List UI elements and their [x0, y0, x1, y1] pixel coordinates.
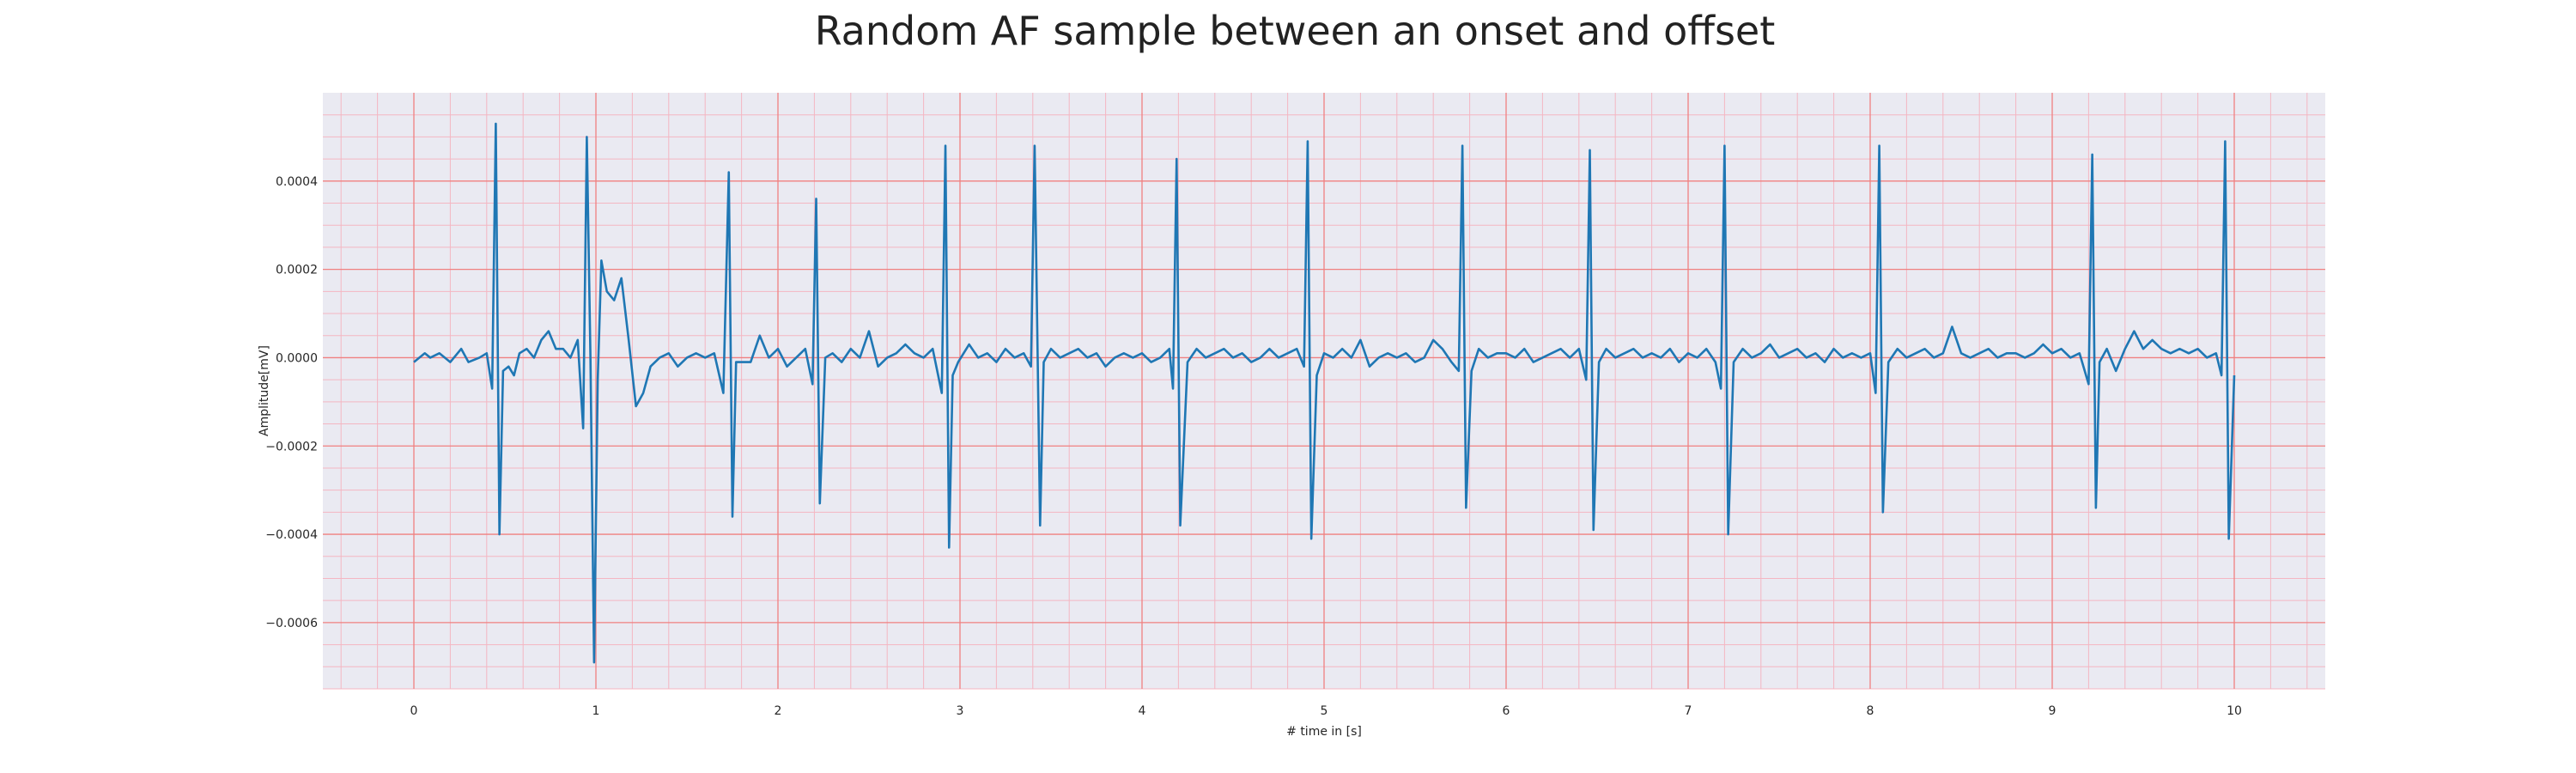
y-tick-label: −0.0004	[265, 528, 318, 542]
major-grid	[323, 93, 2325, 689]
x-tick-labels: 0 1 2 3 4 5 6 7 8 9 10	[410, 704, 2242, 718]
x-tick-label: 7	[1685, 704, 1692, 718]
y-tick-label: 0.0004	[276, 175, 318, 189]
x-tick-label: 5	[1321, 704, 1328, 718]
y-tick-label: −0.0002	[265, 440, 318, 453]
x-tick-label: 2	[775, 704, 782, 718]
chart-title: Random AF sample between an onset and of…	[815, 8, 1776, 54]
y-tick-label: 0.0000	[276, 351, 318, 365]
x-tick-label: 9	[2049, 704, 2057, 718]
x-tick-label: 1	[592, 704, 600, 718]
x-tick-label: 3	[957, 704, 964, 718]
y-axis-label: Amplitude[mV]	[258, 345, 271, 436]
x-tick-label: 0	[410, 704, 418, 718]
x-tick-label: 10	[2227, 704, 2242, 718]
series-line-amplitude	[413, 122, 2236, 664]
x-tick-label: 8	[1867, 704, 1874, 718]
x-tick-label: 4	[1139, 704, 1146, 718]
y-tick-label: 0.0002	[276, 264, 318, 277]
y-tick-label: −0.0006	[265, 617, 318, 630]
y-tick-labels: 0.0004 0.0002 0.0000 −0.0002 −0.0004 −0.0006	[265, 175, 318, 630]
x-axis-label: # time in [s]	[1286, 725, 1362, 739]
x-tick-label: 6	[1503, 704, 1510, 718]
